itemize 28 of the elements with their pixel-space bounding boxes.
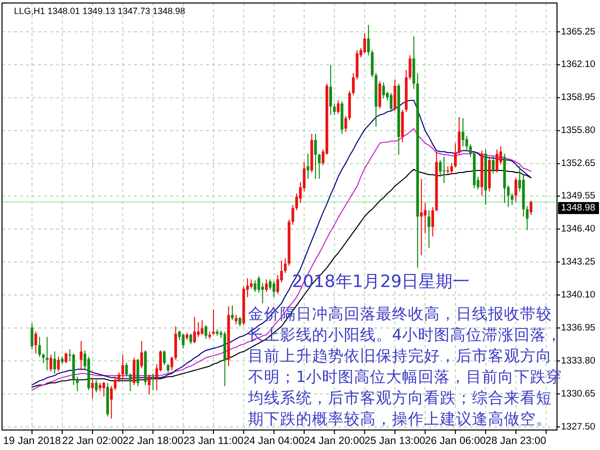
ytick-label: 1365.25 <box>561 26 596 38</box>
ytick-label: 1362.10 <box>561 59 596 70</box>
xtick-label: 19 Jan 2018 <box>3 435 61 447</box>
ytick-label: 1352.65 <box>561 158 596 170</box>
annotation: 均线系统，后市客观方向看跌；综合来看短 <box>248 389 552 407</box>
title: LLG,H1 1348.01 1349.13 1347.73 1348.98 <box>14 6 186 16</box>
ytick-label: 1358.95 <box>561 92 596 104</box>
ytick-label: 1346.40 <box>561 224 596 235</box>
annotation: 目前上升趋势依旧保持完好，后市客观方向 <box>248 347 552 365</box>
xtick-label: 26 Jan 06:00 <box>425 435 486 447</box>
xtick-label: 23 Jan 11:00 <box>183 435 244 447</box>
annotation: 期下跌的概率较高，操作上建议逢高做空。 <box>248 410 552 428</box>
ytick-label: 1355.80 <box>561 125 596 136</box>
xtick-label: 22 Jan 02:00 <box>62 435 123 447</box>
ytick-label: 1327.50 <box>561 421 596 432</box>
ytick-label: 1349.55 <box>561 190 596 202</box>
xtick-label: 25 Jan 13:00 <box>364 435 426 447</box>
ref-line-label: 1348.98 <box>561 202 596 214</box>
ytick-label: 1340.10 <box>561 290 596 300</box>
xtick-label: 24 Jan 04:00 <box>244 435 304 447</box>
xtick-label: 24 Jan 20:00 <box>304 435 365 447</box>
xtick-label: 22 Jan 18:00 <box>122 435 184 447</box>
xtick-label: 28 Jan 23:00 <box>486 435 546 447</box>
ytick-label: 1333.80 <box>561 355 596 366</box>
ytick-label: 1336.95 <box>561 322 596 334</box>
ytick-label: 1330.65 <box>561 388 596 400</box>
ref-line-label: 1348.98 <box>558 202 599 214</box>
ytick-label: 1343.25 <box>561 256 596 268</box>
